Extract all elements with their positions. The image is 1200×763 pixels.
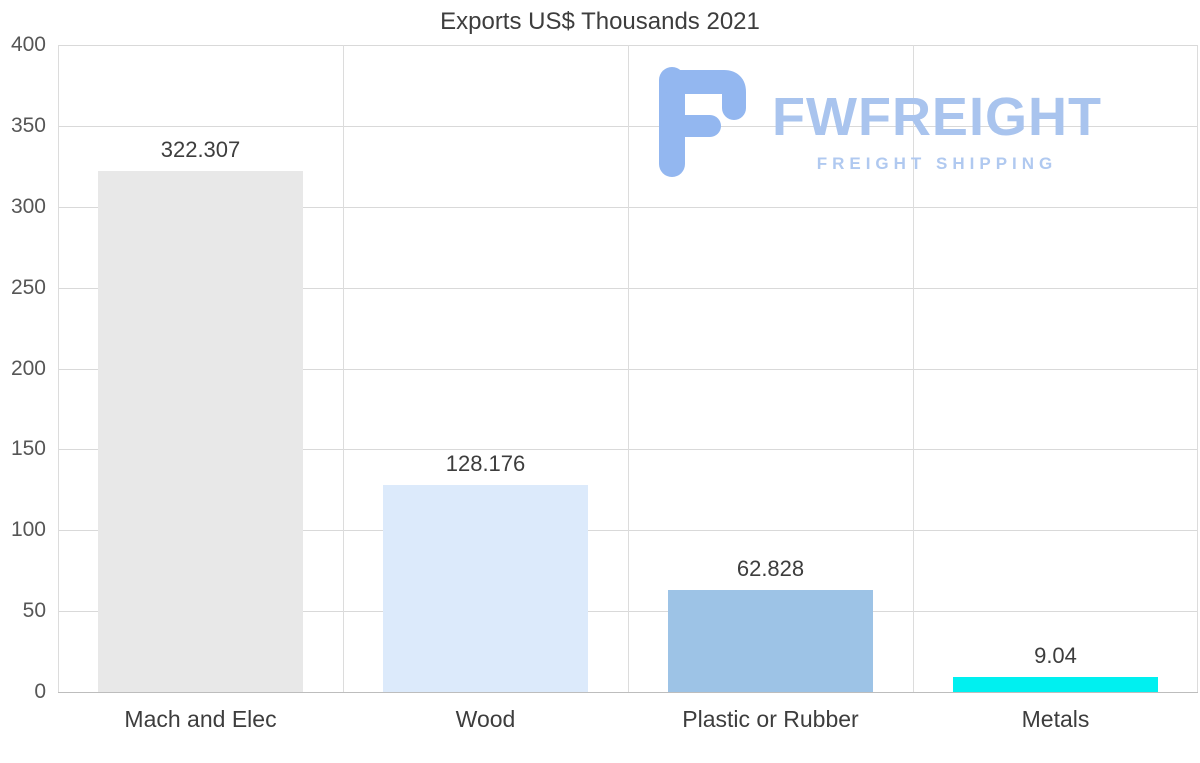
- y-axis-tick-label: 0: [34, 680, 46, 703]
- x-axis-category-label: Wood: [455, 706, 516, 732]
- bar: [952, 677, 1159, 692]
- x-axis-category-label: Mach and Elec: [124, 706, 277, 732]
- x-axis-category-label: Metals: [1021, 706, 1090, 732]
- y-axis-tick-label: 300: [10, 194, 46, 218]
- bar-value-label: 322.307: [160, 136, 241, 162]
- chart-title: Exports US$ Thousands 2021: [440, 8, 760, 35]
- bar: [97, 170, 304, 692]
- gridline-vertical: [628, 45, 629, 692]
- bar: [667, 590, 874, 692]
- y-axis-tick-label: 400: [10, 33, 46, 56]
- gridline-horizontal: [58, 692, 1198, 693]
- bar-value-label: 62.828: [736, 556, 805, 582]
- x-axis-category-label: Plastic or Rubber: [682, 706, 859, 732]
- bar-value-label: 9.04: [1034, 643, 1077, 669]
- gridline-vertical: [1197, 45, 1198, 692]
- plot-area: 0 50 100 150 200 250 300 350 400 322.307 Mach and …: [11, 33, 1198, 732]
- y-axis-tick-label: 200: [10, 356, 46, 380]
- y-axis-tick-label: 350: [10, 113, 46, 137]
- bar-value-label: 128.176: [445, 450, 526, 476]
- y-axis-tick-label: 100: [10, 518, 46, 542]
- gridline-vertical: [913, 45, 914, 692]
- y-axis-tick-label: 250: [10, 275, 46, 299]
- bar: [382, 484, 589, 692]
- y-axis-tick-label: 150: [10, 437, 46, 461]
- gridline-vertical: [58, 45, 59, 692]
- gridline-vertical: [343, 45, 344, 692]
- y-axis-tick-label: 50: [22, 599, 46, 623]
